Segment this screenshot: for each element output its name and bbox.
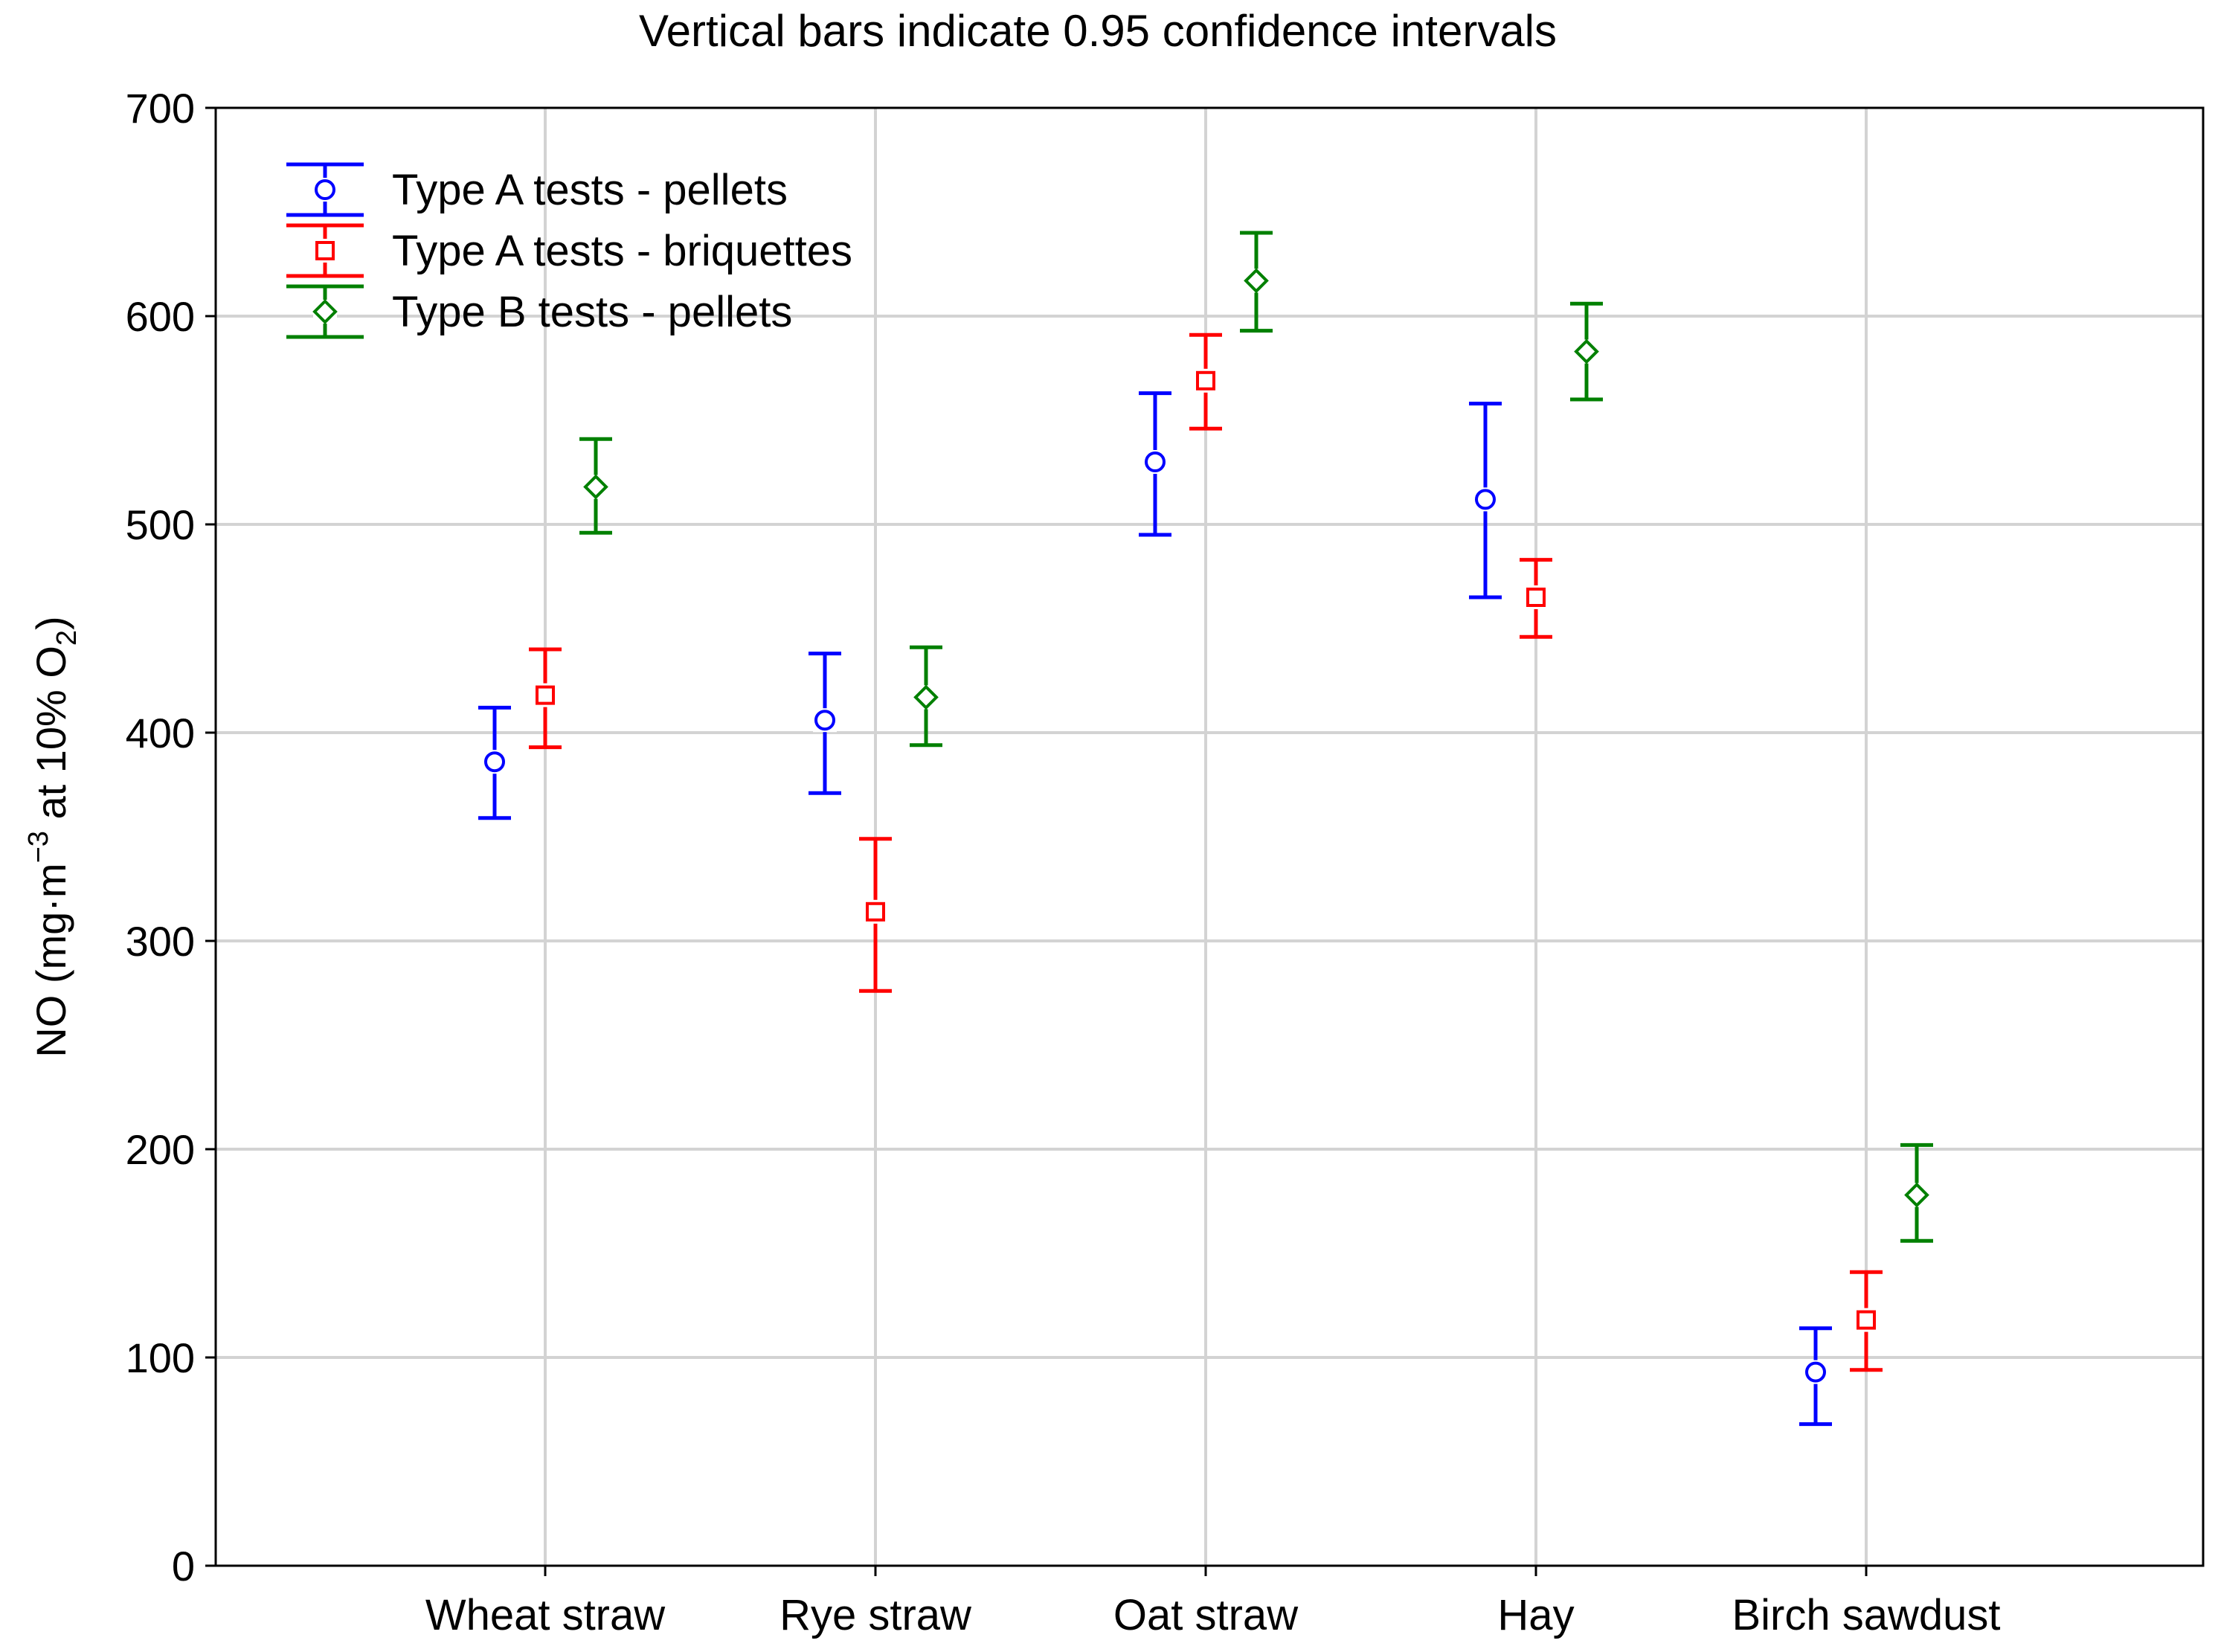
error-bar-point — [1520, 558, 1552, 639]
data-point-diamond — [1904, 1182, 1929, 1208]
y-axis-label-suffix: ) — [28, 616, 74, 630]
data-point-diamond — [1574, 338, 1599, 364]
data-point-circle — [484, 751, 505, 773]
error-bar-point — [1900, 1142, 1933, 1243]
series-1 — [478, 391, 1832, 1427]
legend-marker-circle — [315, 179, 335, 200]
legend-item: Type A tests - briquettes — [286, 223, 852, 278]
data-point-square — [536, 685, 555, 705]
error-bar-point — [1570, 301, 1603, 402]
x-tick-label: Rye straw — [779, 1591, 972, 1639]
error-bar-point — [1240, 231, 1273, 333]
marker-knockout — [1905, 1183, 1929, 1207]
x-tick-label: Birch sawdust — [1732, 1591, 2000, 1639]
x-tick-label: Wheat straw — [425, 1591, 666, 1639]
error-bar-point — [579, 437, 612, 535]
data-point-diamond — [583, 474, 608, 500]
marker-knockout — [584, 475, 608, 499]
y-axis-label-superscript: −3 — [23, 831, 54, 863]
y-tick-label: 500 — [126, 501, 195, 548]
legend-marker-knockout — [313, 300, 337, 324]
data-point-circle — [1145, 451, 1166, 472]
x-tick-label: Oat straw — [1113, 1591, 1299, 1639]
legend-label: Type B tests - pellets — [392, 288, 792, 336]
legend-item: Type A tests - pellets — [286, 162, 788, 217]
series-3 — [579, 231, 1933, 1243]
plot-frame — [214, 106, 2205, 1567]
error-bar-point — [910, 645, 942, 748]
error-bar-point — [1189, 332, 1222, 431]
legend-label: Type A tests - briquettes — [392, 227, 852, 275]
error-bar-point — [529, 647, 562, 750]
legend-marker-square — [315, 241, 335, 260]
y-tick-label: 700 — [126, 85, 195, 132]
chart-title: Vertical bars indicate 0.95 confidence i… — [639, 6, 1557, 56]
axes — [214, 106, 2205, 1567]
error-bar-point — [1850, 1270, 1883, 1372]
error-bar-point — [1469, 402, 1502, 600]
y-axis-label-subscript: 2 — [51, 630, 83, 646]
y-tick-label: 400 — [126, 710, 195, 756]
data-point-diamond — [1244, 268, 1269, 294]
data-point-circle — [814, 710, 835, 731]
marker-knockout — [1244, 269, 1268, 293]
y-tick-label: 0 — [172, 1543, 195, 1590]
legend-marker-diamond — [312, 299, 338, 324]
y-tick-label: 200 — [126, 1126, 195, 1173]
marker-knockout — [914, 685, 938, 710]
series — [478, 231, 1933, 1427]
data-point-square — [1857, 1310, 1876, 1330]
y-axis-label-middle: at 10% O — [28, 646, 74, 831]
legend: Type A tests - pellets Type A tests - bri… — [286, 162, 852, 339]
legend-item: Type B tests - pellets — [286, 284, 792, 339]
data-point-square — [1526, 588, 1546, 607]
y-tick-label: 100 — [126, 1334, 195, 1381]
error-bar-point — [1799, 1326, 1832, 1427]
legend-label: Type A tests - pellets — [392, 166, 788, 214]
x-tick-label: Hay — [1497, 1591, 1574, 1639]
error-bar-point — [478, 705, 511, 820]
error-bar-point — [809, 652, 841, 795]
error-bar-point — [1139, 391, 1171, 537]
y-tick-label: 600 — [126, 293, 195, 340]
data-point-square — [1196, 370, 1215, 390]
y-axis-label-prefix: NO (mg·m — [28, 863, 74, 1057]
y-tick-label: 300 — [126, 918, 195, 965]
data-point-diamond — [913, 684, 939, 710]
error-bar-point — [859, 837, 892, 993]
data-point-square — [866, 901, 885, 922]
y-axis-label: NO (mg·m−3 at 10% O2) — [23, 616, 83, 1057]
series-2 — [529, 332, 1883, 1372]
data-point-circle — [1475, 489, 1496, 510]
y-axis-ticks: 0 100 200 300 400 500 600 700 — [126, 85, 216, 1590]
marker-knockout — [1575, 339, 1598, 364]
x-axis-ticks: Wheat straw Rye straw Oat straw Hay Birch sa… — [425, 1566, 2001, 1639]
data-point-circle — [1805, 1361, 1826, 1383]
